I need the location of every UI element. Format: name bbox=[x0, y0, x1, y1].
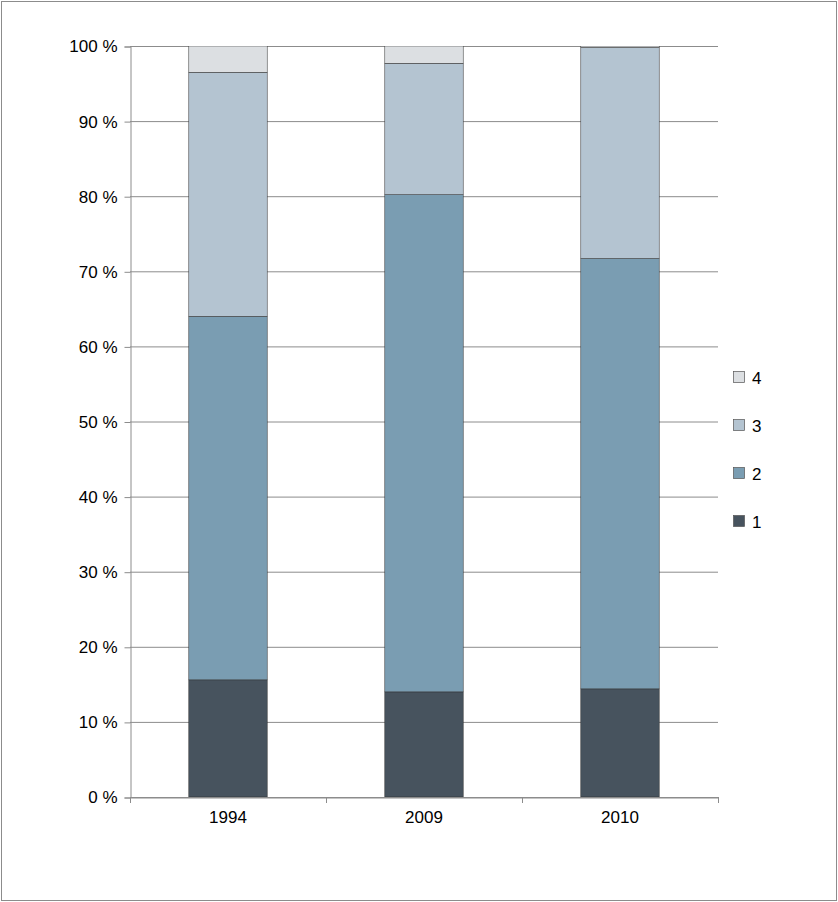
bar-segment bbox=[189, 72, 267, 316]
bars bbox=[189, 46, 659, 797]
legend-label: 4 bbox=[752, 369, 761, 388]
bar-segment bbox=[581, 259, 659, 689]
grid-line bbox=[130, 797, 718, 798]
y-tick: 0 % bbox=[88, 788, 130, 807]
y-tick: 50 % bbox=[79, 413, 131, 432]
bar-segment bbox=[189, 680, 267, 797]
x-tick-label: 1994 bbox=[209, 808, 247, 827]
bar-segment bbox=[385, 692, 463, 797]
legend-swatch bbox=[734, 516, 745, 527]
y-tick-mark bbox=[125, 422, 131, 423]
y-tick-mark bbox=[125, 272, 131, 273]
x-separator bbox=[326, 797, 327, 803]
y-tick-label: 20 % bbox=[79, 638, 118, 657]
y-tick: 100 % bbox=[69, 37, 130, 56]
y-tick-mark bbox=[125, 647, 131, 648]
x-tick-label: 2009 bbox=[405, 808, 443, 827]
y-tick: 90 % bbox=[79, 113, 131, 132]
x-separator bbox=[130, 797, 131, 803]
x-tick: 2009 bbox=[405, 798, 443, 827]
legend-swatch bbox=[734, 420, 745, 431]
chart-frame bbox=[2, 2, 837, 901]
y-tick-label: 10 % bbox=[79, 713, 118, 732]
legend-item: 4 bbox=[734, 369, 762, 388]
y-tick-label: 80 % bbox=[79, 188, 118, 207]
legend-label: 3 bbox=[752, 417, 761, 436]
y-tick: 70 % bbox=[79, 263, 131, 282]
y-tick-label: 30 % bbox=[79, 563, 118, 582]
bar-segment bbox=[385, 46, 463, 63]
x-separator bbox=[718, 797, 719, 803]
y-tick-mark bbox=[125, 122, 131, 123]
y-tick-label: 70 % bbox=[79, 263, 118, 282]
y-axis-line bbox=[125, 47, 132, 798]
bar-segment bbox=[385, 195, 463, 692]
x-separators bbox=[131, 797, 719, 803]
y-tick: 60 % bbox=[79, 338, 131, 357]
legend-label: 1 bbox=[752, 513, 761, 532]
x-tick: 2010 bbox=[601, 798, 639, 827]
y-tick: 10 % bbox=[79, 713, 131, 732]
bar-segment bbox=[581, 48, 659, 259]
legend: 4 3 2 1 bbox=[734, 369, 762, 532]
y-tick-mark bbox=[125, 497, 131, 498]
y-tick: 40 % bbox=[79, 488, 131, 507]
bar-segment bbox=[581, 689, 659, 797]
bar-segment bbox=[189, 316, 267, 679]
legend-swatch bbox=[734, 468, 745, 479]
y-tick-label: 40 % bbox=[79, 488, 118, 507]
legend-item: 1 bbox=[734, 513, 762, 532]
y-tick-label: 100 % bbox=[69, 37, 117, 56]
y-tick-label: 60 % bbox=[79, 338, 118, 357]
bar-segment bbox=[385, 63, 463, 194]
y-tick: 30 % bbox=[79, 563, 131, 582]
series-2 bbox=[189, 48, 659, 317]
series-3 bbox=[189, 46, 659, 72]
x-tick: 1994 bbox=[209, 798, 247, 827]
y-tick-label: 90 % bbox=[79, 113, 118, 132]
legend-item: 3 bbox=[734, 417, 762, 436]
legend-label: 2 bbox=[752, 465, 761, 484]
legend-item: 2 bbox=[734, 465, 762, 484]
x-separator bbox=[522, 797, 523, 803]
y-tick: 80 % bbox=[79, 188, 131, 207]
x-axis: 1994 2009 2010 bbox=[131, 798, 719, 827]
legend-swatch bbox=[734, 372, 745, 383]
y-tick-mark bbox=[125, 798, 131, 799]
y-tick-mark bbox=[125, 722, 131, 723]
y-tick-label: 0 % bbox=[88, 788, 117, 807]
y-axis: 0 % 10 % 20 % 30 % 40 % 50 % 60 % 70 % 80 % 90 % 1… bbox=[69, 37, 131, 807]
y-tick-mark bbox=[125, 572, 131, 573]
y-tick-mark bbox=[125, 347, 131, 348]
y-tick-mark bbox=[125, 47, 131, 48]
grid bbox=[130, 47, 718, 798]
y-tick-mark bbox=[125, 197, 131, 198]
x-tick-label: 2010 bbox=[601, 808, 639, 827]
series-0 bbox=[189, 680, 659, 797]
chart: 0 % 10 % 20 % 30 % 40 % 50 % 60 % 70 % 80 % 90 % 1… bbox=[0, 0, 838, 902]
bar-segment bbox=[581, 46, 659, 48]
y-tick: 20 % bbox=[79, 638, 131, 657]
bar-segment bbox=[189, 46, 267, 72]
y-tick-label: 50 % bbox=[79, 413, 118, 432]
x-axis-line bbox=[131, 798, 719, 799]
